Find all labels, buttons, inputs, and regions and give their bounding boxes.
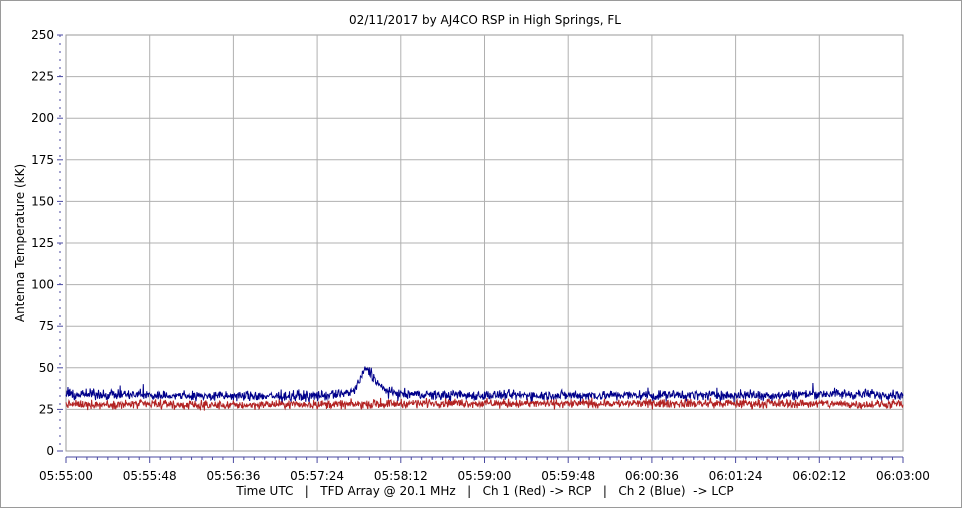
x-tick-label: 05:56:36 — [206, 469, 260, 483]
x-axis-title: Time UTC | TFD Array @ 20.1 MHz | Ch 1 (… — [235, 484, 733, 498]
x-tick-label: 05:55:00 — [39, 469, 93, 483]
y-tick-label: 100 — [31, 278, 54, 292]
y-tick-label: 125 — [31, 236, 54, 250]
x-tick-label: 05:59:00 — [458, 469, 512, 483]
x-tick-label: 06:02:12 — [792, 469, 846, 483]
y-tick-label: 150 — [31, 194, 54, 208]
x-tick-label: 05:59:48 — [541, 469, 595, 483]
y-tick-label: 75 — [39, 319, 54, 333]
x-tick-labels: 05:55:00 05:55:48 05:56:36 05:57:24 05:58:12… — [39, 469, 930, 483]
y-tick-label: 175 — [31, 153, 54, 167]
x-tick-label: 05:57:24 — [290, 469, 344, 483]
y-tick-label: 225 — [31, 70, 54, 84]
x-tick-label: 06:01:24 — [709, 469, 763, 483]
y-tick-label: 50 — [39, 361, 54, 375]
axes — [57, 34, 904, 463]
y-tick-labels: 0 25 50 75 100 125 150 175 200 225 250 — [31, 28, 54, 458]
y-axis-title: Antenna Temperature (kK) — [13, 164, 27, 322]
grid — [65, 34, 904, 452]
x-tick-label: 05:58:12 — [374, 469, 428, 483]
y-tick-label: 250 — [31, 28, 54, 42]
y-tick-label: 25 — [39, 402, 54, 416]
series-line-2 — [65, 366, 904, 403]
x-tick-label: 05:55:48 — [123, 469, 177, 483]
series-line-1 — [65, 397, 904, 411]
chart-title: 02/11/2017 by AJ4CO RSP in High Springs,… — [349, 13, 621, 27]
y-tick-label: 0 — [46, 444, 54, 458]
x-tick-label: 06:03:00 — [876, 469, 930, 483]
x-tick-label: 06:00:36 — [625, 469, 679, 483]
series-layer — [65, 366, 904, 411]
y-tick-label: 200 — [31, 111, 54, 125]
